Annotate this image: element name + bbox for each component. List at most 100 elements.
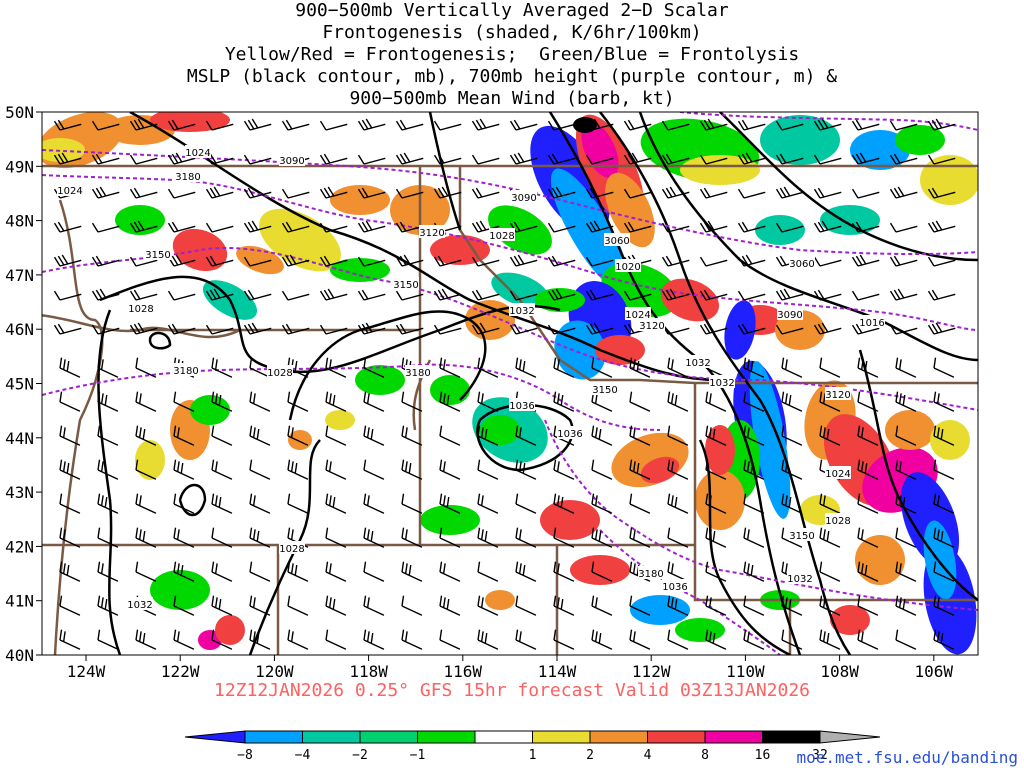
wind-barb bbox=[395, 152, 424, 165]
svg-text:3090: 3090 bbox=[511, 193, 536, 204]
wind-barb bbox=[743, 493, 765, 514]
wind-barb bbox=[553, 357, 575, 378]
wind-barb bbox=[819, 391, 841, 412]
wind-barb bbox=[781, 391, 803, 412]
wind-barb bbox=[211, 425, 233, 446]
wind-barb bbox=[813, 256, 842, 267]
credit-url[interactable]: moe.met.fsu.edu/banding bbox=[796, 748, 1018, 767]
wind-barb bbox=[553, 595, 575, 616]
wind-barb bbox=[53, 221, 82, 233]
wind-barb bbox=[211, 493, 233, 514]
wind-barb bbox=[433, 288, 462, 301]
wind-barb bbox=[933, 493, 955, 514]
wind-barb bbox=[737, 290, 766, 301]
wind-barb bbox=[319, 186, 348, 199]
wind-barb bbox=[401, 391, 423, 412]
wind-barb bbox=[515, 425, 537, 446]
colorbar-label: 4 bbox=[644, 748, 652, 763]
wind-barb bbox=[173, 561, 195, 582]
shade-blob bbox=[855, 535, 905, 585]
shade-blob bbox=[420, 505, 480, 535]
shade-blob bbox=[705, 425, 735, 475]
wind-barb bbox=[477, 595, 499, 616]
wind-barb bbox=[97, 595, 119, 616]
wind-barb bbox=[813, 154, 842, 165]
title-line-4: MSLP (black contour, mb), 700mb height (… bbox=[186, 66, 838, 87]
colorbar-label: 16 bbox=[755, 748, 771, 763]
colorbar-segment bbox=[359, 730, 418, 744]
shade-blob bbox=[920, 155, 978, 205]
wind-barb bbox=[851, 254, 880, 267]
lat-tick-label: 43N bbox=[5, 483, 34, 502]
shade-blob bbox=[288, 430, 312, 450]
wind-barb bbox=[249, 391, 271, 412]
svg-text:3180: 3180 bbox=[405, 368, 430, 379]
colorbar-label: 8 bbox=[701, 748, 709, 763]
wind-barb bbox=[325, 629, 347, 650]
wind-barb bbox=[97, 391, 119, 412]
mslp-label: 1032 bbox=[127, 597, 153, 611]
wind-barb bbox=[705, 527, 727, 548]
wind-barb bbox=[439, 425, 461, 446]
wind-barb bbox=[623, 290, 652, 301]
wind-barb bbox=[363, 459, 385, 480]
wind-barb bbox=[325, 595, 347, 616]
wind-barb bbox=[205, 324, 234, 335]
wind-barb bbox=[857, 459, 879, 480]
wind-barb bbox=[173, 595, 195, 616]
wind-barb bbox=[167, 290, 196, 301]
wind-barb bbox=[173, 459, 195, 480]
wind-barb bbox=[819, 595, 841, 616]
wind-barb bbox=[433, 153, 462, 165]
wind-barb bbox=[59, 391, 81, 412]
svg-text:1036: 1036 bbox=[662, 582, 687, 593]
wind-barb bbox=[553, 527, 575, 548]
wind-barb bbox=[699, 118, 728, 131]
colorbar-label: 32 bbox=[812, 748, 828, 763]
wind-barb bbox=[129, 289, 158, 301]
colorbar-label: −1 bbox=[410, 748, 426, 763]
mslp-label: 1028 bbox=[267, 365, 293, 379]
wind-barb bbox=[553, 391, 575, 412]
longitude-axis: 124W 122W 120W 118W 116W 114W 112W 110W 108W 106W bbox=[67, 655, 953, 681]
wind-barb bbox=[895, 425, 917, 446]
shade-blob bbox=[820, 205, 880, 235]
colorbar-label: 2 bbox=[586, 748, 594, 763]
wind-barb bbox=[243, 118, 272, 131]
svg-text:1032: 1032 bbox=[709, 378, 734, 389]
colorbar-label: −2 bbox=[352, 748, 368, 763]
wind-barb bbox=[135, 493, 157, 514]
wind-barb bbox=[857, 357, 879, 378]
wind-barb bbox=[249, 527, 271, 548]
wind-barb bbox=[325, 425, 347, 446]
shade-blob bbox=[895, 125, 945, 155]
wind-barb bbox=[211, 561, 233, 582]
svg-text:1032: 1032 bbox=[787, 574, 812, 585]
shade-blob bbox=[330, 258, 390, 282]
shade-blob bbox=[675, 618, 725, 642]
wind-barb bbox=[889, 288, 918, 301]
wind-barb bbox=[819, 425, 841, 446]
wind-barb bbox=[661, 186, 690, 199]
wind-barb bbox=[173, 527, 195, 548]
shade-blob bbox=[430, 375, 470, 405]
lon-tick-label: 124W bbox=[67, 662, 106, 681]
wind-barb bbox=[705, 493, 727, 514]
svg-text:1024: 1024 bbox=[825, 469, 850, 480]
colorbar-segment bbox=[762, 730, 821, 744]
svg-text:3090: 3090 bbox=[777, 310, 802, 321]
wind-barb bbox=[509, 290, 538, 301]
wind-barb bbox=[363, 391, 385, 412]
mslp-label: 1028 bbox=[825, 513, 851, 527]
lon-tick-label: 110W bbox=[726, 662, 765, 681]
wind-barb bbox=[585, 220, 614, 233]
wind-barb bbox=[547, 222, 576, 233]
shade-blob bbox=[724, 300, 756, 360]
wind-barb bbox=[357, 118, 386, 131]
wind-barb bbox=[591, 527, 613, 548]
wind-barb bbox=[205, 222, 234, 233]
wind-barb bbox=[781, 527, 803, 548]
wind-barb bbox=[173, 425, 195, 446]
wind-barb bbox=[401, 527, 423, 548]
wind-barb bbox=[933, 595, 955, 616]
